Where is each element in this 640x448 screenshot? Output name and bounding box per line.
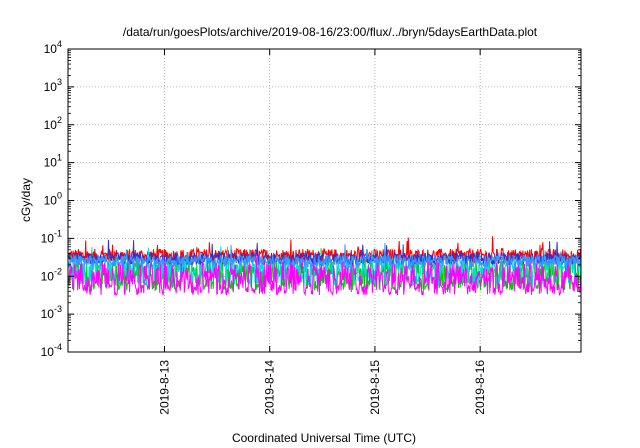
x-tick-label: 2019-8-13 [157,360,171,415]
y-tick-label: 10-4 [41,342,62,359]
series-group [67,236,582,297]
y-axis-label: cGy/day [19,178,33,222]
chart-title: /data/run/goesPlots/archive/2019-08-16/2… [123,25,538,39]
y-tick-label: 10-2 [41,266,62,283]
y-axis: 10-4 10-3 10-2 10-1 100 101 102 103 104 [41,39,581,359]
y-tick-label: 101 [44,153,62,170]
y-tick-label: 102 [44,115,62,132]
series-line [67,254,582,297]
x-tick-label: 2019-8-14 [263,360,277,415]
x-axis-label: Coordinated Universal Time (UTC) [232,431,416,445]
plot-frame [67,48,582,353]
x-tick-label: 2019-8-15 [368,360,382,415]
y-tick-label: 103 [44,77,62,94]
y-tick-label: 104 [44,39,62,56]
y-tick-label: 10-1 [41,228,62,245]
y-tick-label: 100 [44,191,62,208]
x-axis: 2019-8-13 2019-8-14 2019-8-15 2019-8-16 [157,49,487,415]
x-tick-label: 2019-8-16 [473,360,487,415]
y-tick-label: 10-3 [41,304,62,321]
grid [68,49,581,352]
series-line [67,243,582,269]
